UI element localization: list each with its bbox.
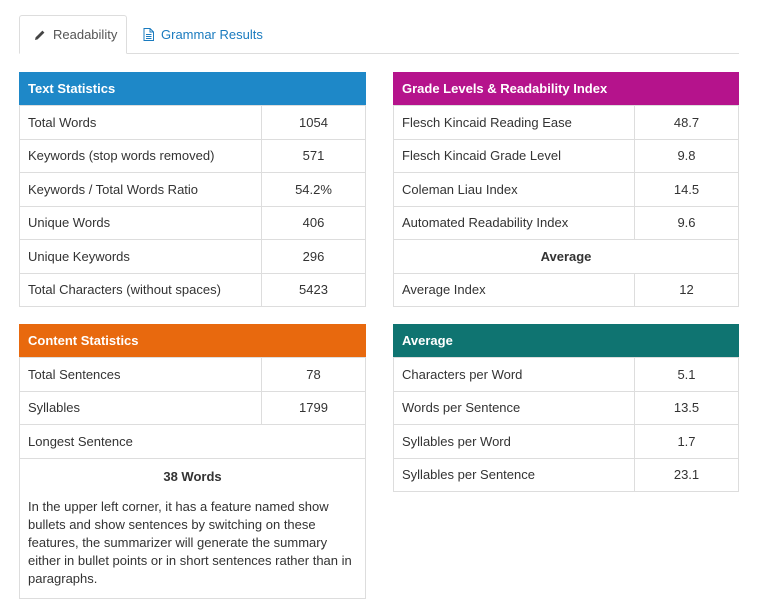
row-label: Words per Sentence — [393, 390, 635, 425]
table-row: Total Words 1054 — [19, 105, 366, 140]
table-row: Flesch Kincaid Grade Level 9.8 — [393, 138, 739, 173]
longest-sentence-text: In the upper left corner, it has a featu… — [28, 498, 352, 586]
row-label: Coleman Liau Index — [393, 172, 635, 207]
row-label: Flesch Kincaid Reading Ease — [393, 105, 635, 140]
tab-readability-label: Readability — [53, 27, 118, 42]
table-row: Words per Sentence 13.5 — [393, 390, 739, 425]
row-label: Syllables — [19, 390, 262, 425]
content-statistics-header: Content Statistics — [19, 324, 366, 357]
table-row: Syllables per Word 1.7 — [393, 424, 739, 459]
grade-levels-header: Grade Levels & Readability Index — [393, 72, 739, 105]
text-statistics-panel: Text Statistics Total Words 1054 Keywords… — [19, 72, 366, 307]
average-panel: Average Characters per Word 5.1 Words per… — [393, 324, 739, 492]
tab-grammar-results-label: Grammar Results — [161, 27, 263, 42]
table-row: 38 Words In the upper left corner, it ha… — [19, 457, 366, 599]
table-row: Syllables 1799 — [19, 390, 366, 425]
tab-readability[interactable]: Readability — [19, 15, 127, 54]
row-value: 406 — [261, 205, 366, 240]
table-row: Total Sentences 78 — [19, 357, 366, 392]
row-label: Characters per Word — [393, 357, 635, 392]
table-row: Coleman Liau Index 14.5 — [393, 172, 739, 207]
content-statistics-panel: Content Statistics Total Sentences 78 Syl… — [19, 324, 366, 599]
table-row: Unique Keywords 296 — [19, 239, 366, 274]
tab-grammar-results[interactable]: Grammar Results — [143, 15, 263, 54]
row-label: Keywords (stop words removed) — [19, 138, 262, 173]
table-row: Total Characters (without spaces) 5423 — [19, 272, 366, 307]
average-header: Average — [393, 324, 739, 357]
row-value: 13.5 — [634, 390, 739, 425]
row-value: 1799 — [261, 390, 366, 425]
table-row: Average — [393, 239, 739, 274]
table-row: Longest Sentence — [19, 424, 366, 459]
table-row: Average Index 12 — [393, 272, 739, 307]
text-statistics-header: Text Statistics — [19, 72, 366, 105]
row-label: Unique Words — [19, 205, 262, 240]
average-table: Characters per Word 5.1 Words per Sentenc… — [393, 357, 739, 492]
row-value: 23.1 — [634, 457, 739, 492]
row-value: 5423 — [261, 272, 366, 307]
row-label: Total Words — [19, 105, 262, 140]
row-value: 1054 — [261, 105, 366, 140]
pencil-icon — [34, 29, 46, 41]
row-label: Flesch Kincaid Grade Level — [393, 138, 635, 173]
table-row: Flesch Kincaid Reading Ease 48.7 — [393, 105, 739, 140]
longest-sentence-count: 38 Words — [163, 468, 222, 484]
row-label: Keywords / Total Words Ratio — [19, 172, 262, 207]
row-label: Unique Keywords — [19, 239, 262, 274]
content-statistics-table: Total Sentences 78 Syllables 1799 Longest … — [19, 357, 366, 599]
table-row: Keywords (stop words removed) 571 — [19, 138, 366, 173]
row-value: 12 — [634, 272, 739, 307]
row-label: Total Characters (without spaces) — [19, 272, 262, 307]
text-statistics-table: Total Words 1054 Keywords (stop words rem… — [19, 105, 366, 307]
row-value: 571 — [261, 138, 366, 173]
row-label: Syllables per Word — [393, 424, 635, 459]
grade-levels-panel: Grade Levels & Readability Index Flesch … — [393, 72, 739, 307]
row-value: 48.7 — [634, 105, 739, 140]
table-row: Unique Words 406 — [19, 205, 366, 240]
table-row: Automated Readability Index 9.6 — [393, 205, 739, 240]
row-label: Automated Readability Index — [393, 205, 635, 240]
row-value: 9.6 — [634, 205, 739, 240]
row-value: 1.7 — [634, 424, 739, 459]
row-value: 78 — [261, 357, 366, 392]
row-value: 5.1 — [634, 357, 739, 392]
row-value: 296 — [261, 239, 366, 274]
table-row: Characters per Word 5.1 — [393, 357, 739, 392]
average-heading: Average — [393, 239, 739, 274]
row-value: 14.5 — [634, 172, 739, 207]
grade-levels-table: Flesch Kincaid Reading Ease 48.7 Flesch K… — [393, 105, 739, 307]
row-label: Syllables per Sentence — [393, 457, 635, 492]
longest-sentence-label: Longest Sentence — [19, 424, 366, 459]
row-label: Total Sentences — [19, 357, 262, 392]
table-row: Syllables per Sentence 23.1 — [393, 457, 739, 492]
document-icon — [143, 28, 154, 41]
row-value: 54.2% — [261, 172, 366, 207]
longest-sentence-cell: 38 Words In the upper left corner, it ha… — [19, 457, 366, 599]
tab-bar: Readability Grammar Results — [19, 15, 739, 54]
row-label: Average Index — [393, 272, 635, 307]
table-row: Keywords / Total Words Ratio 54.2% — [19, 172, 366, 207]
row-value: 9.8 — [634, 138, 739, 173]
